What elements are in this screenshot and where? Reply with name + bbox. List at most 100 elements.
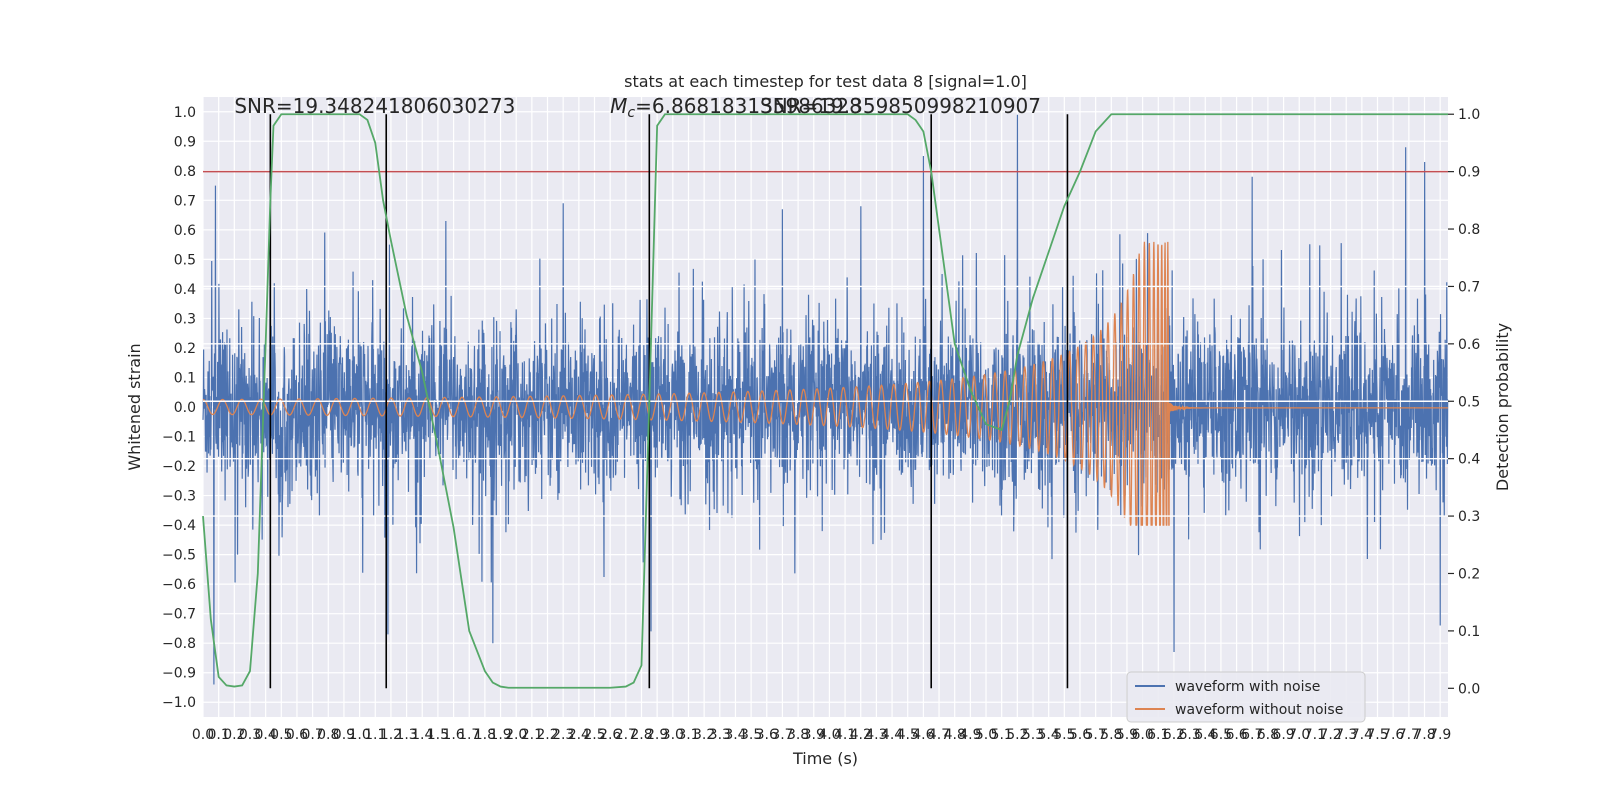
x-tick-label: 4.0 [818, 727, 840, 743]
x-tick-label: 3.0 [662, 727, 684, 743]
x-tick-label: 3.4 [724, 727, 746, 743]
series-waveform-without-noise [202, 241, 1448, 526]
y-right-tick-label: 0.5 [1458, 394, 1480, 410]
annotation-snr-overlap: SNR=19.359850998210907 [760, 94, 1041, 118]
x-tick-label: 4.2 [850, 727, 872, 743]
y-right-tick-label: 0.8 [1458, 222, 1480, 238]
x-tick-label: 3.1 [677, 727, 699, 743]
y-axis-label: Whitened strain [125, 343, 144, 470]
x-tick-label: 6.0 [1131, 727, 1153, 743]
x-tick-label: 3.9 [803, 727, 825, 743]
y-right-tick-label: 0.7 [1458, 279, 1480, 295]
x-tick-label: 5.6 [1069, 727, 1091, 743]
x-tick-label: 0.7 [301, 727, 323, 743]
math-symbol: M [610, 94, 627, 118]
x-tick-label: 7.1 [1304, 727, 1326, 743]
y-tick-label: −1.0 [162, 695, 196, 711]
y-tick-label: −0.8 [162, 636, 196, 652]
legend-entry: waveform with noise [1175, 679, 1320, 695]
series-detection-probability [202, 113, 1448, 689]
y-right-tick-label: 0.0 [1458, 681, 1480, 697]
x-tick-label: 7.8 [1413, 727, 1435, 743]
x-tick-label: 0.9 [333, 727, 355, 743]
y-tick-label: 1.0 [174, 105, 196, 121]
y-right-tick-label: 1.0 [1458, 107, 1480, 123]
annotation-chirp-mass: Mc=6.868183135986328 [610, 94, 862, 121]
x-tick-label: 4.6 [912, 727, 934, 743]
legend-entry: waveform without noise [1175, 702, 1343, 718]
x-tick-label: 3.8 [787, 727, 809, 743]
y-right-tick-label: 0.2 [1458, 566, 1480, 582]
axes: 0.00.10.20.30.40.50.60.70.80.91.01.11.21… [162, 105, 1480, 743]
x-tick-label: 6.7 [1241, 727, 1263, 743]
y-tick-label: −0.2 [162, 459, 196, 475]
x-tick-label: 6.2 [1163, 727, 1185, 743]
x-tick-label: 7.0 [1288, 727, 1310, 743]
x-tick-label: 7.6 [1382, 727, 1404, 743]
x-tick-label: 3.5 [740, 727, 762, 743]
x-tick-label: 3.2 [693, 727, 715, 743]
x-tick-label: 5.1 [991, 727, 1013, 743]
y-axis-right-label: Detection probability [1493, 323, 1512, 491]
x-tick-label: 6.5 [1210, 727, 1232, 743]
x-tick-label: 1.5 [427, 727, 449, 743]
x-tick-label: 2.0 [505, 727, 527, 743]
y-right-tick-label: 0.9 [1458, 165, 1480, 181]
x-tick-label: 5.7 [1085, 727, 1107, 743]
x-tick-label: 2.8 [630, 727, 652, 743]
x-tick-label: 0.0 [192, 727, 214, 743]
x-tick-label: 6.8 [1257, 727, 1279, 743]
x-tick-label: 6.4 [1194, 727, 1216, 743]
x-tick-label: 1.0 [348, 727, 370, 743]
y-right-tick-label: 0.4 [1458, 452, 1480, 468]
x-tick-label: 4.5 [897, 727, 919, 743]
y-tick-label: −0.3 [162, 489, 196, 505]
x-tick-label: 7.7 [1398, 727, 1420, 743]
x-tick-label: 4.4 [881, 727, 903, 743]
x-tick-label: 2.6 [599, 727, 621, 743]
x-tick-label: 1.1 [364, 727, 386, 743]
x-tick-label: 4.7 [928, 727, 950, 743]
x-tick-label: 1.2 [380, 727, 402, 743]
y-tick-label: −0.6 [162, 577, 196, 593]
x-tick-label: 1.9 [489, 727, 511, 743]
x-tick-label: 1.6 [442, 727, 464, 743]
chart-title: stats at each timestep for test data 8 [… [624, 72, 1027, 91]
x-tick-label: 7.5 [1366, 727, 1388, 743]
x-tick-label: 4.3 [865, 727, 887, 743]
x-tick-label: 7.2 [1319, 727, 1341, 743]
x-tick-label: 1.3 [395, 727, 417, 743]
x-tick-label: 7.3 [1335, 727, 1357, 743]
x-tick-label: 5.4 [1038, 727, 1060, 743]
x-axis-label: Time (s) [792, 749, 858, 768]
y-tick-label: −0.4 [162, 518, 196, 534]
y-tick-label: −0.5 [162, 548, 196, 564]
x-tick-label: 2.2 [536, 727, 558, 743]
x-tick-label: 0.5 [270, 727, 292, 743]
x-tick-label: 0.3 [239, 727, 261, 743]
x-tick-label: 7.9 [1429, 727, 1451, 743]
y-tick-label: 0.2 [174, 341, 196, 357]
annotation-snr: SNR=19.348241806030273 [234, 94, 515, 118]
overlay-layer [202, 113, 1448, 689]
x-tick-label: 2.1 [521, 727, 543, 743]
x-tick-label: 5.3 [1022, 727, 1044, 743]
y-tick-label: 0.0 [174, 400, 196, 416]
x-tick-label: 3.6 [756, 727, 778, 743]
legend-box [1126, 671, 1366, 723]
math-subscript: c [627, 105, 635, 121]
y-right-tick-label: 0.3 [1458, 509, 1480, 525]
x-tick-label: 3.7 [771, 727, 793, 743]
x-tick-label: 4.8 [944, 727, 966, 743]
annotation-overlap-digits: 5993 [760, 94, 811, 118]
x-tick-label: 1.4 [411, 727, 433, 743]
x-tick-label: 6.1 [1147, 727, 1169, 743]
y-right-tick-label: 0.6 [1458, 337, 1480, 353]
x-tick-label: 2.4 [568, 727, 590, 743]
y-tick-label: 0.6 [174, 223, 196, 239]
y-tick-label: 0.3 [174, 311, 196, 327]
x-tick-label: 2.7 [615, 727, 637, 743]
x-tick-label: 7.4 [1351, 727, 1373, 743]
x-tick-label: 5.0 [975, 727, 997, 743]
